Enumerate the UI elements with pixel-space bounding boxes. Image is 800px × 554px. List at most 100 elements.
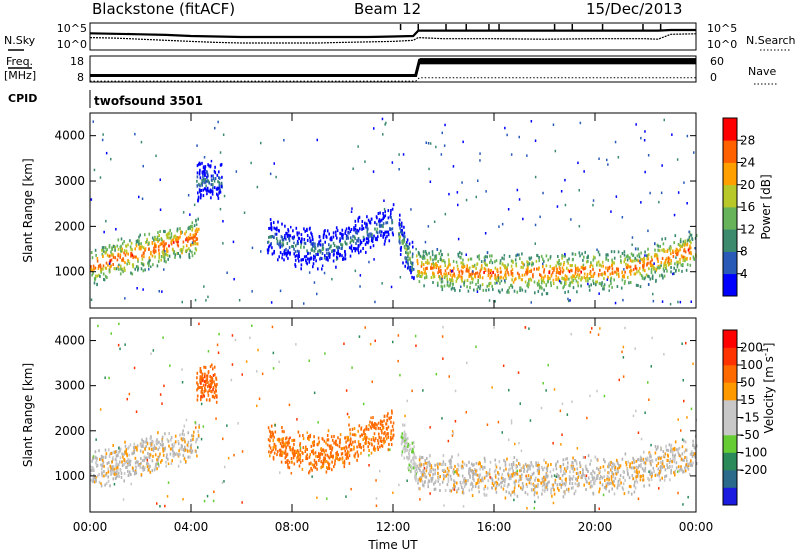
velocity-cell [622,375,625,378]
velocity-cell [596,389,598,393]
velocity-cell [556,460,559,464]
velocity-cell [372,438,375,442]
velocity-cell [579,464,582,468]
velocity-cell [348,461,351,465]
velocity-cell [367,427,370,431]
velocity-cell [639,478,642,482]
power-cell [412,261,414,265]
velocity-cell [462,505,465,508]
power-cell [344,240,346,244]
velocity-cell [376,445,379,449]
power-cell [119,245,122,249]
velocity-cell [463,485,466,489]
power-cell [488,299,491,302]
velocity-cell [292,446,294,450]
velocity-cell [142,466,144,470]
power-cell [158,238,161,242]
power-cell [611,258,613,262]
power-cell [168,254,171,258]
velocity-cell [533,471,535,475]
velocity-cell [293,449,296,453]
velocity-cell [212,394,215,398]
power-cell [666,269,668,273]
velocity-cell [328,465,330,469]
velocity-cell [437,465,439,469]
power-cell [116,258,119,262]
power-cell [457,252,459,256]
power-cell [595,280,597,284]
velocity-cell [425,469,428,473]
velocity-cell [354,433,357,437]
velocity-cell [564,492,566,496]
velocity-cell [632,477,635,481]
power-cell [469,286,471,289]
x-tick-label: 16:00 [477,520,512,534]
velocity-cell [564,457,567,461]
velocity-cell [359,434,361,438]
power-cell [637,284,639,287]
power-cell [367,239,370,243]
power-cell [206,192,208,196]
velocity-cell [215,417,217,420]
velocity-cell [576,447,579,450]
power-cell [574,272,577,276]
power-cell [436,281,439,285]
velocity-cell [387,412,389,416]
velocity-cell [115,463,117,467]
velocity-cell [104,448,107,452]
power-cell [337,249,339,253]
power-cell [390,209,392,212]
power-cell [494,300,496,303]
velocity-cell [457,468,460,472]
velocity-cell [125,449,127,453]
velocity-cell [118,475,120,478]
velocity-cell [182,437,184,441]
velocity-cell [457,464,460,468]
velocity-cell [566,413,569,416]
velocity-cell [128,445,130,449]
power-cell [680,263,683,267]
velocity-cell [95,461,97,465]
power-cell [563,261,565,264]
velocity-cell [422,483,424,487]
velocity-cell [391,409,393,413]
velocity-cell [532,488,535,492]
power-cell [182,240,185,244]
velocity-cell [504,460,507,464]
power-cell [596,263,598,267]
power-cell [175,237,177,241]
velocity-cell [533,507,536,510]
velocity-cell [403,456,406,460]
velocity-cell [555,462,557,466]
velocity-cell [461,474,464,478]
velocity-cell [299,443,301,447]
power-cell [362,239,365,242]
power-cell [682,258,685,262]
power-cell [339,237,341,241]
velocity-cell [611,471,613,474]
velocity-cell [311,468,313,472]
velocity-cell [325,449,327,453]
power-cell [451,269,454,273]
power-cell [112,263,114,266]
velocity-cell [670,445,672,449]
power-cell [556,267,558,271]
velocity-cell [520,467,523,470]
power-cell [391,218,393,222]
power-cell [137,259,139,263]
velocity-cell [364,436,367,439]
power-cell [365,225,367,229]
velocity-cell [203,380,206,383]
velocity-cell [401,453,403,457]
power-cell [526,154,528,157]
velocity-cell [615,458,618,462]
velocity-cell [424,480,426,484]
velocity-cell [347,451,350,455]
power-cell [104,246,107,250]
velocity-cell [512,471,514,475]
velocity-cell [561,433,563,436]
velocity-cell [245,360,248,363]
velocity-cell [357,454,359,458]
velocity-cell [268,444,271,448]
power-cell [140,242,142,246]
